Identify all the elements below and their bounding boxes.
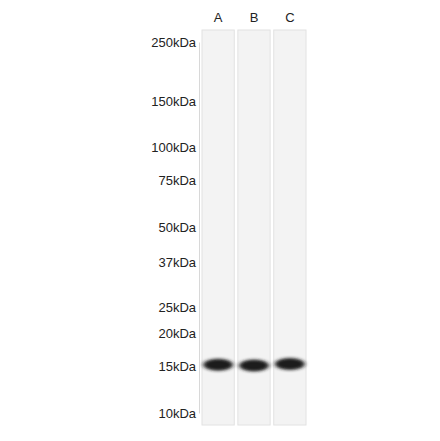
tick-label: 250kDa xyxy=(151,35,197,50)
tick: 75kDa xyxy=(158,173,199,188)
lane-axis: A B C xyxy=(214,10,295,26)
axis-line xyxy=(199,43,200,414)
tick: 150kDa xyxy=(151,94,199,109)
band xyxy=(275,358,305,370)
tick-label: 25kDa xyxy=(158,300,196,315)
lane-tick: C xyxy=(285,10,294,26)
tick: 10kDa xyxy=(158,406,199,421)
tick-label: 10kDa xyxy=(158,406,196,421)
band xyxy=(239,360,269,372)
tick: 20kDa xyxy=(158,326,199,341)
tick: 37kDa xyxy=(158,255,199,270)
lane-label: C xyxy=(285,10,294,25)
blot-figure: 250kDa 150kDa 100kDa 75kDa 50kDa 37kDa 25kDa 20… xyxy=(0,0,440,441)
lane-panel xyxy=(238,30,270,425)
tick: 250kDa xyxy=(151,35,199,50)
tick-label: 150kDa xyxy=(151,94,197,109)
lane-panel xyxy=(202,30,234,425)
lane-panel xyxy=(274,30,306,425)
tick-label: 15kDa xyxy=(158,359,196,374)
lanes xyxy=(202,30,306,425)
lane-tick: B xyxy=(250,10,259,26)
lane-tick: A xyxy=(214,10,223,26)
lane-label: B xyxy=(250,10,259,25)
lane-label: A xyxy=(214,10,223,25)
tick-label: 100kDa xyxy=(151,140,197,155)
bands xyxy=(203,358,304,372)
tick-label: 75kDa xyxy=(158,173,196,188)
tick: 50kDa xyxy=(158,220,199,235)
tick: 15kDa xyxy=(158,359,199,374)
tick-label: 50kDa xyxy=(158,220,196,235)
tick-label: 37kDa xyxy=(158,255,196,270)
tick: 100kDa xyxy=(151,140,199,155)
tick-label: 20kDa xyxy=(158,326,196,341)
tick: 25kDa xyxy=(158,300,199,315)
marker-axis: 250kDa 150kDa 100kDa 75kDa 50kDa 37kDa 25kDa 20… xyxy=(151,35,199,421)
band xyxy=(203,359,233,371)
